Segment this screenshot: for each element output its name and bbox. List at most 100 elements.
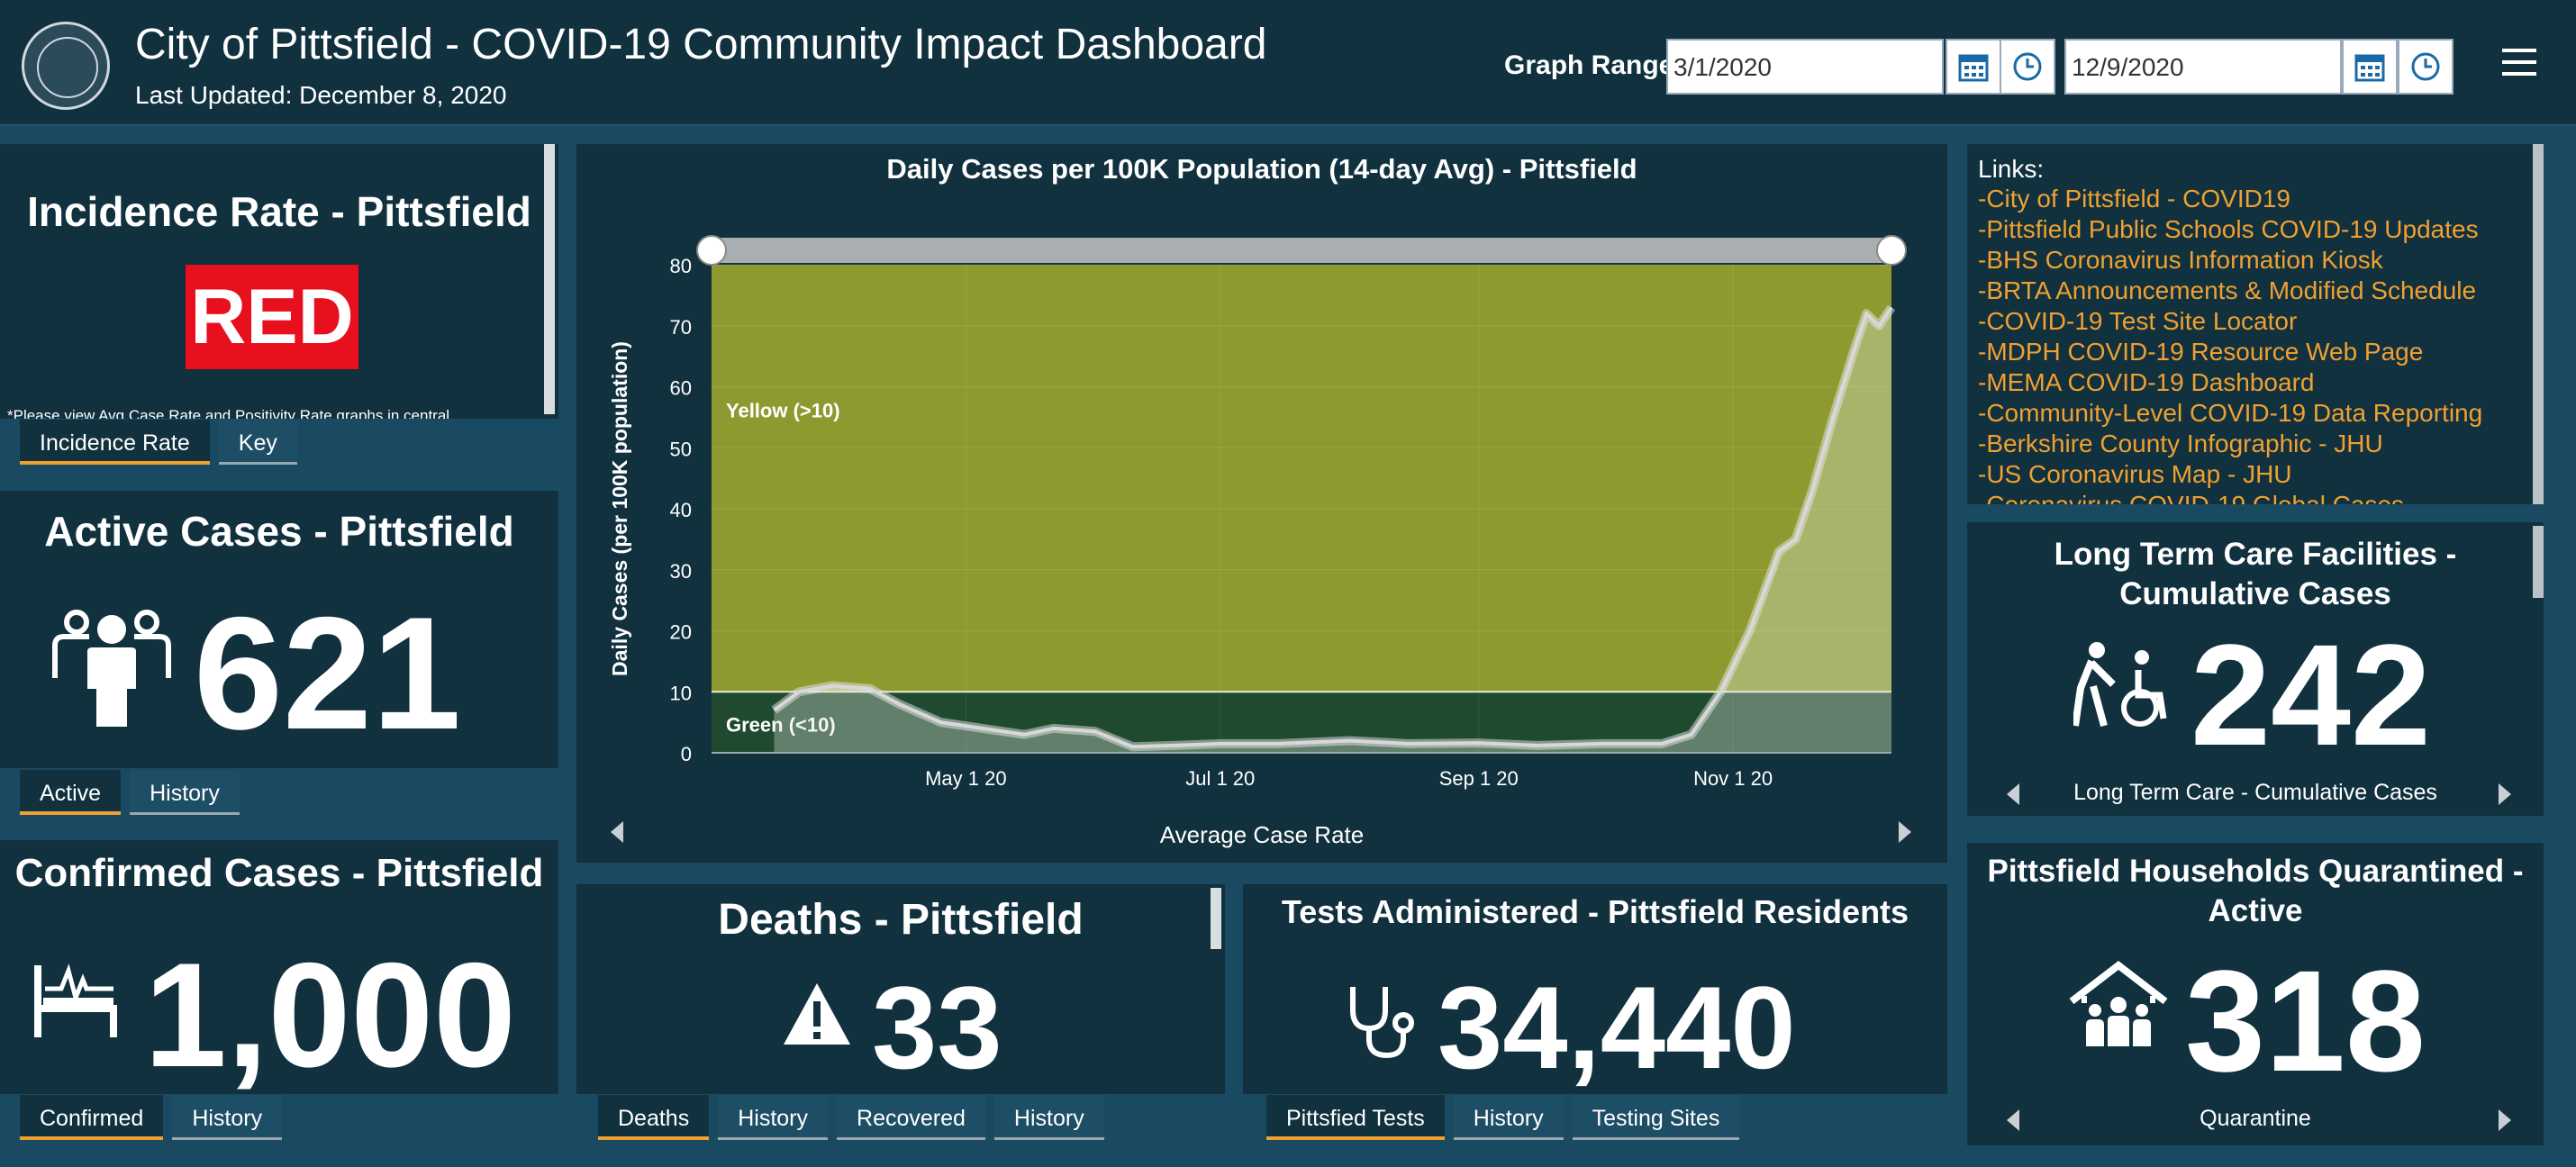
tab-active[interactable]: Active (20, 770, 122, 815)
tab-key[interactable]: Key (218, 420, 297, 465)
households-title-line1: Pittsfield Households Quarantined - (1987, 854, 2524, 889)
confirmed-title: Confirmed Cases - Pittsfield (14, 851, 544, 895)
case-rate-chart: 0 10 20 30 40 50 60 70 80 May 1 20 Jul 1 20 Sep 1 2… (608, 235, 1907, 790)
active-title: Active Cases - Pittsfield (44, 508, 514, 555)
ltc-panel: Long Term Care Facilities - Cumulative C… (1967, 522, 2544, 816)
chart-title: Daily Cases per 100K Population (14-day … (886, 153, 1637, 185)
link-item[interactable]: -Pittsfield Public Schools COVID-19 Upda… (1978, 215, 2479, 243)
y-tick-label: 50 (670, 438, 692, 460)
link-item[interactable]: -Berkshire County Infographic - JHU (1978, 430, 2383, 457)
tests-tabs: Pittsfied Tests History Testing Sites (1266, 1095, 1740, 1145)
last-updated: Last Updated: December 8, 2020 (135, 81, 507, 109)
range-slider-handle-right (1876, 235, 1907, 266)
tab-active-history[interactable]: History (130, 770, 240, 815)
x-tick-label: Jul 1 20 (1185, 767, 1255, 790)
ltc-title-line1: Long Term Care Facilities - (2054, 537, 2457, 572)
link-item[interactable]: -Community-Level COVID-19 Data Reporting (1978, 399, 2483, 427)
band-label-yellow: Yellow (>10) (726, 399, 840, 421)
ltc-prev-arrow[interactable] (2007, 783, 2019, 805)
scrollbar[interactable] (2533, 526, 2544, 598)
band-yellow (712, 265, 1891, 692)
y-tick-label: 80 (670, 255, 692, 277)
incidence-tabs: Incidence Rate Key (20, 420, 297, 470)
clock-icon[interactable] (2398, 39, 2454, 95)
chart-next-arrow[interactable] (1899, 821, 1911, 843)
people-icon (52, 610, 171, 727)
series-line (773, 306, 1893, 749)
tab-confirmed-history[interactable]: History (172, 1095, 283, 1140)
tab-recovered-history[interactable]: History (993, 1095, 1104, 1140)
graph-range-label: Graph Range (1504, 50, 1674, 80)
tests-value: 34,440 (1438, 962, 1796, 1093)
household-icon (2069, 960, 2168, 1046)
households-next-arrow[interactable] (2499, 1109, 2511, 1131)
y-tick-label: 30 (670, 560, 692, 583)
tests-title: Tests Administered - Pittsfield Resident… (1281, 893, 1909, 930)
link-item[interactable]: -MDPH COVID-19 Resource Web Page (1978, 338, 2424, 366)
tab-deaths[interactable]: Deaths (598, 1095, 710, 1140)
scrollbar[interactable] (2533, 144, 2544, 504)
city-seal-logo (22, 22, 110, 110)
end-date-input[interactable]: 12/9/2020 (2064, 39, 2342, 95)
y-tick-label: 10 (670, 682, 692, 704)
incidence-note: *Please view Avg Case Rate and Positivit… (7, 407, 450, 419)
start-date-input[interactable]: 3/1/2020 (1666, 39, 1944, 95)
tab-recovered[interactable]: Recovered (837, 1095, 985, 1140)
deaths-title: Deaths - Pittsfield (718, 896, 1084, 944)
clock-icon[interactable] (2000, 39, 2055, 95)
ltc-title-line2: Cumulative Cases (2119, 576, 2391, 611)
scrollbar[interactable] (544, 144, 555, 414)
series-area (774, 307, 1892, 753)
links-list: -City of Pittsfield - COVID19 -Pittsfield… (1978, 184, 2482, 504)
link-item[interactable]: -MEMA COVID-19 Dashboard (1978, 368, 2315, 396)
y-tick-label: 60 (670, 377, 692, 400)
menu-icon[interactable] (2502, 49, 2536, 79)
tab-incidence-rate[interactable]: Incidence Rate (20, 420, 210, 465)
deaths-value: 33 (872, 962, 1002, 1093)
confirmed-cases-panel: Confirmed Cases - Pittsfield 1,000 (0, 840, 558, 1094)
y-tick-label: 40 (670, 499, 692, 521)
range-slider-track (712, 238, 1891, 263)
x-tick-label: Sep 1 20 (1439, 767, 1519, 790)
households-value: 318 (2185, 940, 2426, 1101)
page-title: City of Pittsfield - COVID-19 Community … (135, 21, 1267, 68)
link-item[interactable]: -BRTA Announcements & Modified Schedule (1978, 276, 2477, 304)
link-item[interactable]: -City of Pittsfield - COVID19 (1978, 185, 2290, 213)
band-label-green: Green (<10) (726, 713, 836, 736)
scrollbar[interactable] (1211, 888, 1221, 949)
ltc-next-arrow[interactable] (2499, 783, 2511, 805)
households-nav-label: Quarantine (2200, 1106, 2311, 1131)
ltc-value: 242 (2191, 614, 2431, 775)
confirmed-value: 1,000 (144, 932, 516, 1094)
active-value: 621 (194, 584, 461, 763)
warning-icon (784, 983, 850, 1045)
y-axis-label: Daily Cases (per 100K population) (608, 341, 631, 676)
households-title: Pittsfield Households Quarantined - Acti… (1967, 852, 2544, 931)
link-item[interactable]: -Coronavirus COVID-19 Global Cases (1978, 490, 2482, 504)
link-item[interactable]: -BHS Coronavirus Information Kiosk (1978, 246, 2383, 274)
tab-deaths-history[interactable]: History (718, 1095, 829, 1140)
y-tick-label: 20 (670, 621, 692, 644)
link-item[interactable]: -COVID-19 Test Site Locator (1978, 307, 2298, 335)
calendar-icon[interactable] (2342, 39, 2398, 95)
tab-testing-sites[interactable]: Testing Sites (1572, 1095, 1740, 1140)
x-tick-label: May 1 20 (925, 767, 1007, 790)
tab-tests-history[interactable]: History (1453, 1095, 1564, 1140)
households-title-line2: Active (2208, 893, 2303, 928)
chart-prev-arrow[interactable] (611, 821, 623, 843)
households-panel: Pittsfield Households Quarantined - Acti… (1967, 843, 2544, 1145)
active-tabs: Active History (20, 770, 240, 820)
households-prev-arrow[interactable] (2007, 1109, 2019, 1131)
calendar-icon[interactable] (1946, 39, 2001, 95)
y-tick-label: 0 (681, 743, 692, 765)
header-bar: City of Pittsfield - COVID-19 Community … (0, 0, 2576, 126)
tab-pittsfield-tests[interactable]: Pittsfied Tests (1266, 1095, 1445, 1140)
incidence-rate-panel: Incidence Rate - Pittsfield RED *Please … (0, 144, 558, 419)
deaths-panel: Deaths - Pittsfield 33 (576, 884, 1225, 1094)
wheelchair-assist-icon (2073, 642, 2167, 728)
links-heading: Links: (1978, 155, 2045, 183)
link-item[interactable]: -US Coronavirus Map - JHU (1978, 460, 2292, 488)
x-tick-label: Nov 1 20 (1693, 767, 1773, 790)
ltc-title: Long Term Care Facilities - Cumulative C… (1967, 535, 2544, 614)
tab-confirmed[interactable]: Confirmed (20, 1095, 164, 1140)
